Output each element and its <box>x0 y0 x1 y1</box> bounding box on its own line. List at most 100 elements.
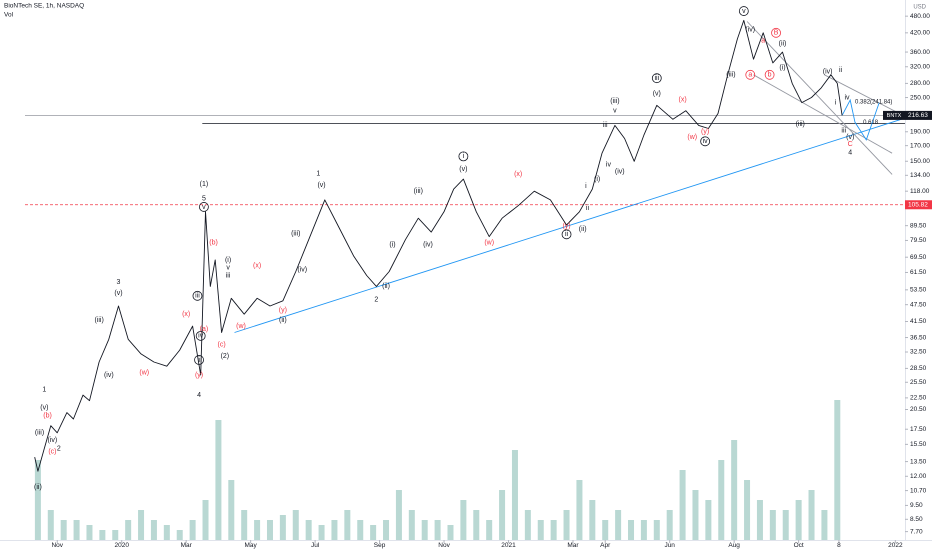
x-tick-label: 2020 <box>114 542 129 549</box>
wave-label: (ii) <box>279 317 287 324</box>
wave-label: 5 <box>202 196 206 203</box>
wave-label: ii <box>839 67 843 74</box>
wave-label: v <box>226 264 230 271</box>
wave-label: (y) <box>562 223 570 230</box>
wave-circle <box>651 73 662 84</box>
wave-label: 1 <box>42 387 46 394</box>
wave-label: (x) <box>678 96 686 103</box>
wave-label: (i) <box>225 257 231 264</box>
volume-bar <box>421 520 428 540</box>
wave-label: (iii) <box>35 430 44 437</box>
trendline <box>841 98 880 141</box>
y-tick-label: 15.50 <box>910 441 927 448</box>
wave-label: (x) <box>182 311 190 318</box>
y-tick-label: 250.00 <box>910 94 930 101</box>
volume-legend: Vol <box>4 12 14 19</box>
wave-label: iii <box>195 293 200 300</box>
x-tick-label: Sep <box>374 542 386 549</box>
volume-bar <box>473 510 480 540</box>
wave-label: (y) <box>701 129 709 136</box>
wave-label: (x) <box>514 171 522 178</box>
volume-bar <box>408 510 415 540</box>
x-tick-label: Jun <box>664 542 675 549</box>
wave-label: a <box>761 37 765 44</box>
last-price-label: 216.63 <box>908 112 928 119</box>
volume-bar <box>705 500 712 540</box>
y-tick-label: 36.50 <box>910 334 927 341</box>
wave-circle <box>195 330 206 341</box>
x-tick-label: Nov <box>51 542 63 549</box>
volume-bar <box>524 510 531 540</box>
volume-bar <box>537 520 544 540</box>
last-price-tag <box>905 110 932 120</box>
wave-label: iii <box>841 127 846 134</box>
wave-label: ii <box>565 231 569 238</box>
y-tick-label: 61.50 <box>910 269 927 276</box>
volume-bar <box>834 400 841 540</box>
wave-label: (b) <box>43 413 52 420</box>
wave-label: (ii) <box>382 283 390 290</box>
fib-label: 0.618 <box>863 120 879 126</box>
wave-label: (w) <box>687 134 697 141</box>
wave-label: (ii) <box>579 226 587 233</box>
wave-label: (iii) <box>414 188 423 195</box>
volume-bar <box>47 510 54 540</box>
x-tick-label: Mar <box>181 542 193 549</box>
trendline <box>746 21 893 175</box>
wave-label: iv <box>198 333 204 340</box>
volume-bar <box>731 440 738 540</box>
wave-label: iii <box>226 272 231 279</box>
volume-bar <box>769 510 776 540</box>
volume-bar <box>60 520 67 540</box>
volume-bar <box>305 520 312 540</box>
symbol-label: BNTX <box>887 113 902 119</box>
volume-bar <box>550 520 557 540</box>
wave-label: (2) <box>221 353 230 360</box>
volume-bar <box>692 490 699 540</box>
wave-label: (iv) <box>104 372 114 379</box>
price-level-label: 105.82 <box>908 201 928 208</box>
wave-label: 2 <box>57 445 61 452</box>
wave-label: B <box>774 30 779 37</box>
x-tick-label: Mar <box>567 542 579 549</box>
volume-bar <box>292 510 299 540</box>
wave-label: (v) <box>459 166 467 173</box>
volume-bar <box>434 520 441 540</box>
wave-label: (v) <box>317 182 325 189</box>
wave-label: iv <box>703 138 709 145</box>
chart-title: BioNTech SE, 1h, NASDAQ <box>4 3 84 10</box>
y-tick-label: 190.00 <box>910 128 930 135</box>
wave-circle <box>192 290 203 301</box>
wave-label: 2 <box>374 296 378 303</box>
y-tick-label: 8.50 <box>910 516 923 523</box>
volume-bar <box>666 510 673 540</box>
y-tick-label: 7.70 <box>910 528 923 535</box>
wave-circle <box>194 355 204 365</box>
volume-bar <box>486 520 493 540</box>
wave-label: ii <box>586 205 590 212</box>
wave-label: (iii) <box>610 98 619 105</box>
wave-label: (ii) <box>34 484 42 491</box>
volume-bar <box>138 510 145 540</box>
wave-circle <box>700 136 711 147</box>
volume-bar <box>73 520 80 540</box>
trendline <box>824 74 906 117</box>
volume-bar <box>357 520 364 540</box>
wave-label: (ii) <box>779 41 787 48</box>
x-tick-label: 2021 <box>501 542 516 549</box>
y-tick-label: 47.50 <box>910 301 927 308</box>
volume-bar <box>563 510 570 540</box>
wave-label: (w) <box>236 323 246 330</box>
wave-label: (iii) <box>291 230 300 237</box>
wave-label: 4 <box>848 149 852 156</box>
volume-bar <box>228 480 235 540</box>
y-tick-label: 134.00 <box>910 172 930 179</box>
y-tick-label: 89.50 <box>910 222 927 229</box>
wave-label: (v) <box>40 405 48 412</box>
wave-circle <box>561 229 572 240</box>
wave-label: (iv) <box>48 437 58 444</box>
x-tick-label: 8 <box>837 542 841 549</box>
volume-bar <box>640 520 647 540</box>
volume-bar <box>112 530 119 540</box>
